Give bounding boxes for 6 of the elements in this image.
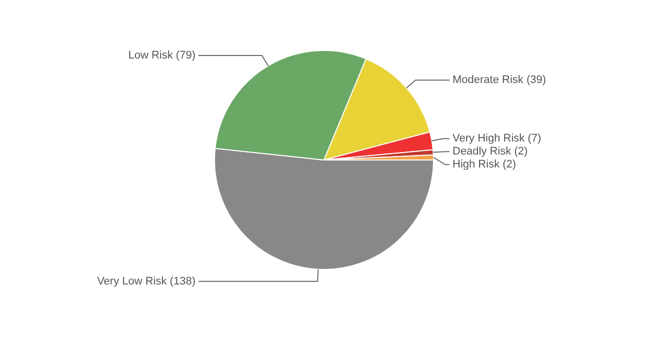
slice-label: Deadly Risk (2) xyxy=(452,146,528,158)
slice-label: Very High Risk (7) xyxy=(452,132,542,145)
slice-label: Moderate Risk (39) xyxy=(452,74,546,86)
slice-label: Very Low Risk (138) xyxy=(97,275,196,288)
slice-label: High Risk (2) xyxy=(452,158,516,171)
slice-label: Low Risk (79) xyxy=(128,50,196,62)
